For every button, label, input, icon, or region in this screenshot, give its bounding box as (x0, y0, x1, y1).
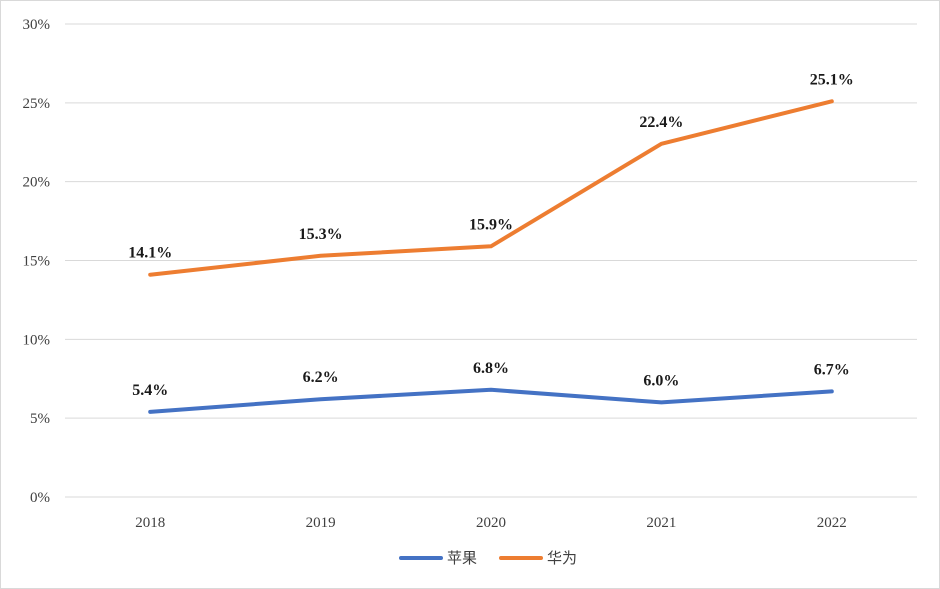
data-label: 6.2% (303, 369, 339, 386)
data-label: 6.8% (473, 360, 509, 377)
data-label: 15.9% (469, 216, 513, 233)
legend-label: 苹果 (447, 549, 477, 567)
x-tick-label: 2021 (646, 515, 676, 531)
y-tick-label: 25% (23, 96, 51, 112)
legend: 苹果 华为 (399, 549, 577, 567)
y-tick-label: 10% (23, 332, 51, 348)
data-label: 15.3% (299, 226, 343, 243)
x-tick-label: 2022 (817, 515, 847, 531)
data-label: 6.7% (814, 361, 850, 378)
y-axis-tick-labels: 0% 5% 10% 15% 20% 25% 30% (23, 17, 51, 506)
x-axis-tick-labels: 2018 2019 2020 2021 2022 (135, 515, 847, 531)
y-tick-label: 5% (30, 411, 50, 427)
x-tick-label: 2018 (135, 515, 165, 531)
x-tick-label: 2020 (476, 515, 506, 531)
y-tick-label: 0% (30, 490, 50, 506)
data-label: 22.4% (639, 114, 683, 131)
y-tick-label: 15% (23, 254, 51, 270)
series-lines (148, 99, 834, 414)
y-tick-label: 30% (23, 17, 51, 33)
x-tick-label: 2019 (306, 515, 336, 531)
data-label: 14.1% (128, 245, 172, 262)
data-label: 5.4% (132, 382, 168, 399)
data-labels: 5.4% 6.2% 6.8% 6.0% 6.7% 14.1% 15.3% 15.9% 22.4%… (128, 71, 854, 399)
legend-label: 华为 (547, 549, 577, 567)
data-label: 6.0% (643, 372, 679, 389)
y-tick-label: 20% (23, 175, 51, 191)
series-line-0 (148, 387, 834, 414)
series-line-1 (148, 99, 834, 277)
gridlines (65, 23, 917, 498)
data-label: 25.1% (810, 71, 854, 88)
